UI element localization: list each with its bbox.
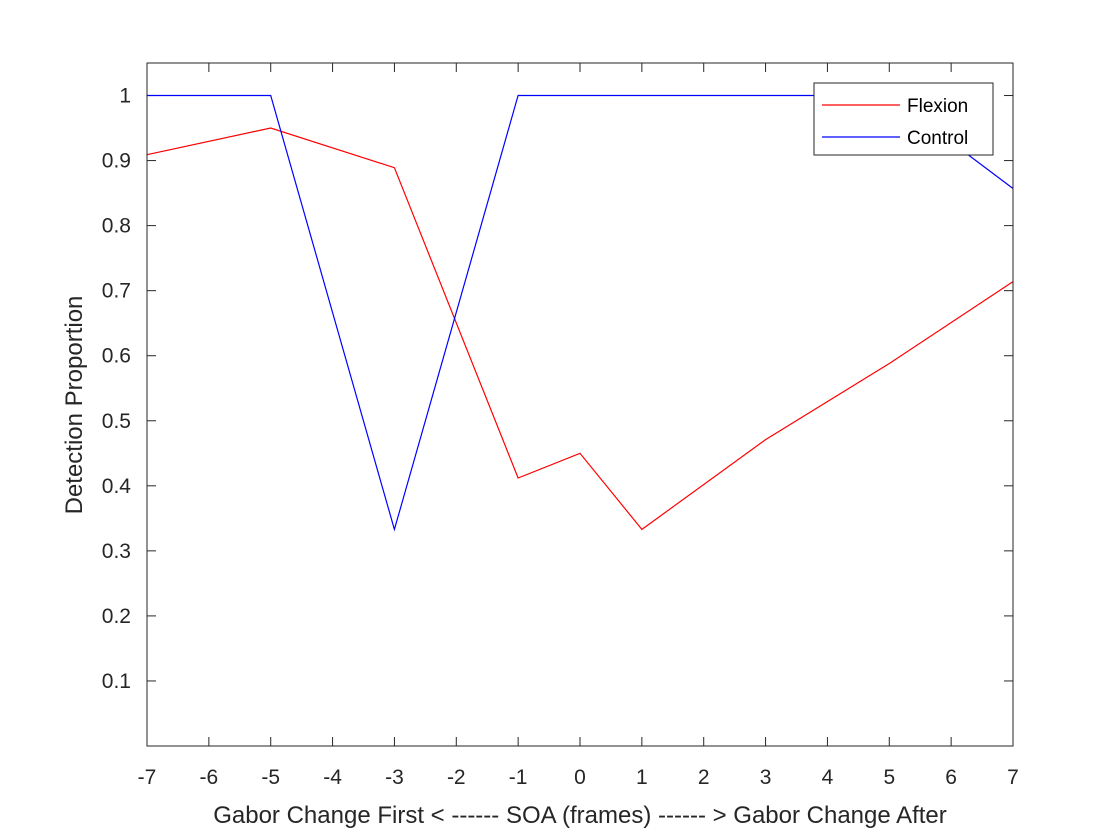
ticks: [146, 63, 1014, 746]
x-tick-label: -2: [447, 766, 466, 789]
x-tick-label: 3: [760, 766, 772, 789]
y-tick-label: 0.7: [102, 280, 131, 303]
x-tick-label: -4: [323, 766, 342, 789]
y-axis-label: Detection Proportion: [61, 296, 88, 515]
y-tick-label: 0.1: [102, 670, 131, 693]
legend-label-control: Control: [907, 128, 968, 149]
x-tick-label: -1: [509, 766, 528, 789]
plot-frame: [146, 62, 1014, 747]
series-line-flexion: [146, 127, 1014, 531]
y-tick-label: 0.3: [102, 540, 131, 563]
x-tick-label: 0: [574, 766, 586, 789]
x-tick-label: -7: [138, 766, 157, 789]
legend-box: [813, 82, 994, 156]
y-tick-label: 0.9: [102, 150, 131, 173]
plot-area: [147, 63, 1013, 746]
x-tick-label: -6: [200, 766, 219, 789]
x-tick-label: 4: [822, 766, 834, 789]
x-tick-label: 7: [1007, 766, 1019, 789]
y-tick-label: 0.4: [102, 475, 132, 498]
y-tick-label: 0.5: [102, 410, 131, 433]
y-tick-label: 0.2: [102, 605, 131, 628]
x-tick-label: -3: [385, 766, 404, 789]
y-tick-label: 0.8: [102, 215, 131, 238]
x-axis-label: Gabor Change First < ------ SOA (frames)…: [213, 802, 947, 829]
y-tick-label: 0.6: [102, 345, 131, 368]
x-tick-label: -5: [261, 766, 280, 789]
x-tick-label: 2: [698, 766, 710, 789]
x-tick-label: 5: [883, 766, 895, 789]
y-tick-label: 1: [119, 85, 131, 108]
x-tick-label: 1: [636, 766, 648, 789]
tick-labels: -7 -6 -5 -4 -3 -2 -1 0 1 2 3 4 5 6 7 0.1 0.2 0.3 0.4 0.5 0.6…: [102, 85, 1019, 789]
legend-label-flexion: Flexion: [907, 96, 968, 117]
legend: Flexion Control: [813, 82, 994, 156]
x-tick-label: 6: [945, 766, 957, 789]
